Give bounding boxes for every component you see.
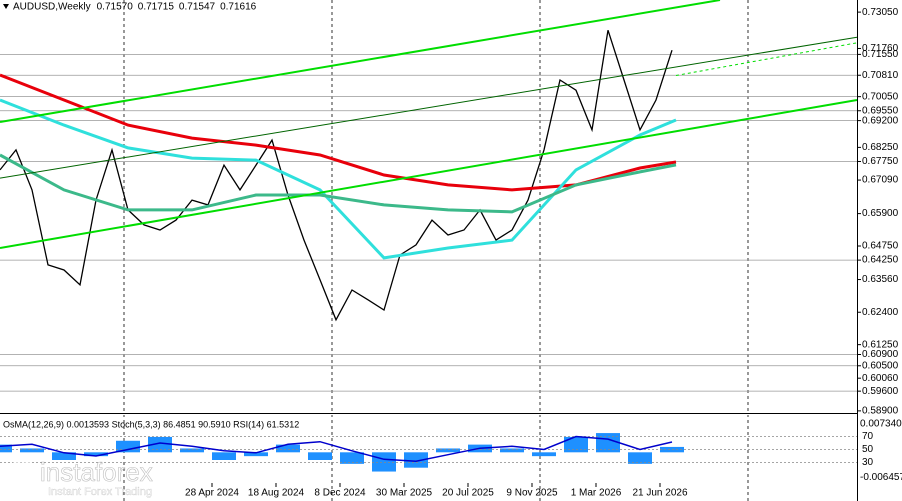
header-symbol: AUDUSD,Weekly <box>13 2 91 13</box>
header-value: 0.71547 <box>179 2 216 13</box>
x-tick-label: 18 Aug 2024 <box>248 488 305 499</box>
watermark: instaforex Instant Forex Trading <box>7 457 153 498</box>
osma-bar <box>148 436 172 453</box>
watermark-logo <box>7 459 37 489</box>
price-line <box>0 30 673 322</box>
osma-bar <box>0 444 12 453</box>
y-tick-label: 0.64250 <box>862 255 899 266</box>
osma-bar <box>20 448 44 453</box>
price-line <box>675 42 858 76</box>
y-tick-label: 0.58900 <box>862 406 899 417</box>
osma-bar <box>244 452 268 457</box>
y-tick-label: 0.71550 <box>862 49 899 60</box>
indicator-label: OsMA(12,26,9) 0.0013593 Stoch(5,3,3) 86.… <box>3 419 299 429</box>
y-tick-label: 0.67750 <box>862 156 899 167</box>
plot <box>0 0 858 501</box>
menu-arrow[interactable] <box>3 4 9 9</box>
rsi-tick-label: 50 <box>862 444 874 455</box>
osma-bar <box>84 452 108 457</box>
osma-bar <box>372 452 396 472</box>
y-tick-label: 0.70810 <box>862 70 899 81</box>
rsi-tick-label: 70 <box>862 431 874 442</box>
y-tick-label: 0.73050 <box>862 7 899 18</box>
x-tick-label: 28 Apr 2024 <box>185 488 239 499</box>
header-value: 0.71616 <box>220 2 257 13</box>
y-tick-label: 0.65900 <box>862 208 899 219</box>
y-tick-label: 0.60500 <box>862 360 899 371</box>
x-tick-label: 20 Jul 2025 <box>442 488 494 499</box>
rsi-line <box>0 435 673 462</box>
y-tick-label: 0.60060 <box>862 373 899 384</box>
y-tick-label: 0.62400 <box>862 307 899 318</box>
y-tick-label: 0.70050 <box>862 91 899 102</box>
header-value: 0.71570 <box>97 2 134 13</box>
price-line <box>0 99 858 249</box>
y-tick-label: 0.67090 <box>862 175 899 186</box>
osma-tick-label: 0.0073400 <box>860 419 902 430</box>
osma-bar <box>436 448 460 453</box>
rsi-tick-label: 30 <box>862 457 874 468</box>
osma-bar <box>276 444 300 453</box>
osma-tick-label: -0.006457 <box>860 472 902 483</box>
price-line <box>0 98 677 260</box>
y-tick-label: 0.69200 <box>862 115 899 126</box>
osma-bar <box>116 440 140 453</box>
y-tick-label: 0.59600 <box>862 386 899 397</box>
osma-bar <box>308 452 332 460</box>
x-tick-label: 21 Jun 2026 <box>632 488 687 499</box>
x-tick-label: 1 Mar 2026 <box>571 488 622 499</box>
y-tick-label: 0.63560 <box>862 274 899 285</box>
y-tick-label: 0.69550 <box>862 105 899 116</box>
osma-bar <box>340 452 364 464</box>
y-tick-label: 0.60900 <box>862 349 899 360</box>
price-line <box>0 0 721 123</box>
y-tick-label: 0.71760 <box>862 43 899 54</box>
watermark-tagline: Instant Forex Trading <box>48 486 152 498</box>
x-tick-label: 30 Mar 2025 <box>376 488 433 499</box>
osma-bar <box>212 452 236 460</box>
header-value: 0.71715 <box>138 2 175 13</box>
watermark-brand: instaforex <box>40 457 153 487</box>
price-line <box>0 36 858 179</box>
y-tick-label: 0.64750 <box>862 241 899 252</box>
osma-bar <box>52 452 76 460</box>
osma-bar <box>404 452 428 468</box>
osma-bar <box>628 452 652 464</box>
x-tick-label: 8 Dec 2024 <box>314 488 366 499</box>
y-tick-label: 0.61250 <box>862 339 899 350</box>
osma-bar <box>564 436 588 453</box>
x-tick-label: 9 Nov 2025 <box>506 488 558 499</box>
y-tick-label: 0.68250 <box>862 142 899 153</box>
price-line <box>0 153 677 214</box>
osma-bar <box>180 448 204 453</box>
osma-bar <box>532 452 556 457</box>
osma-bar <box>500 448 524 453</box>
